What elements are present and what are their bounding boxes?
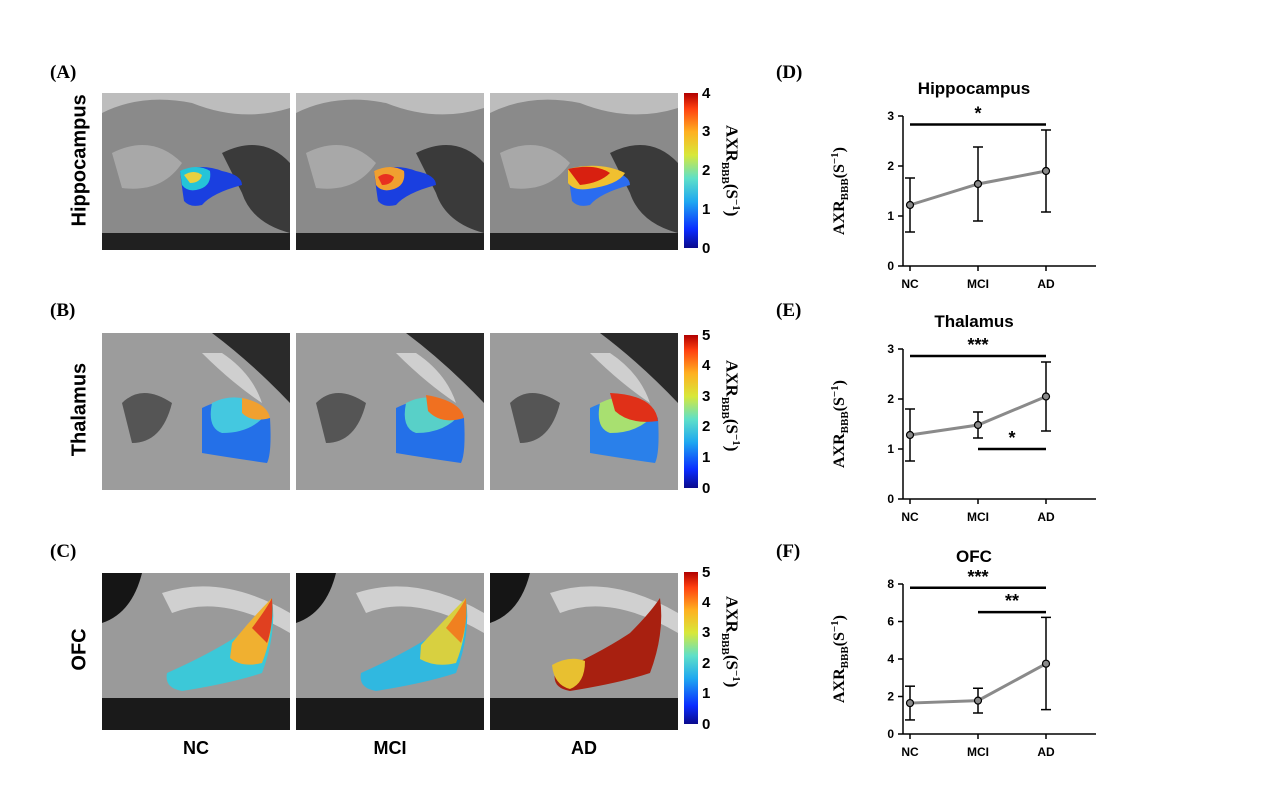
panel-letter-e: (E)	[776, 300, 802, 321]
x-tick-label: NC	[901, 277, 919, 291]
data-point	[973, 179, 983, 189]
significance-label: *	[1008, 428, 1015, 448]
colorbar-a-tick: 3	[702, 123, 711, 140]
colorbar-c-tick: 2	[702, 655, 711, 672]
x-tick-label: AD	[1037, 277, 1055, 291]
column-label-nc: NC	[183, 738, 209, 758]
y-tick-label: 1	[887, 442, 894, 456]
colorbar-b-tick: 1	[702, 449, 711, 466]
colorbar-b-tick: 2	[702, 418, 711, 435]
y-axis-label: AXRBBB(S−1)	[829, 147, 851, 235]
mri-ofc-mci	[296, 573, 484, 730]
significance-label: **	[1005, 591, 1019, 611]
significance-label: *	[974, 104, 981, 124]
x-tick-label: MCI	[967, 510, 989, 524]
data-point	[1041, 659, 1051, 668]
y-axis-label: AXRBBB(S−1)	[829, 380, 851, 468]
mri-thalamus-mci	[296, 333, 484, 490]
colorbar-label-a: AXRBBB(S−1)	[718, 125, 742, 217]
mri-hippocampus-nc	[102, 93, 290, 250]
mri-hippocampus-ad	[490, 93, 678, 250]
y-tick-label: 1	[887, 209, 894, 223]
colorbar-hippocampus	[684, 93, 698, 248]
panel-letter-d: (D)	[776, 62, 803, 83]
data-point	[1041, 166, 1051, 176]
y-tick-label: 8	[887, 577, 894, 591]
data-point	[905, 430, 915, 440]
y-tick-label: 4	[887, 652, 894, 666]
colorbar-c-tick: 1	[702, 685, 711, 702]
y-tick-label: 2	[887, 159, 894, 173]
panel-letter-a: (A)	[50, 62, 77, 83]
panel-letter-b: (B)	[50, 300, 76, 321]
colorbar-label-c: AXRBBB(S−1)	[718, 596, 742, 688]
data-point	[973, 696, 983, 705]
chart-thalamus: Thalamus 0 1 2 3 NC MCI AD AXRBBB(S−1) *** *	[810, 305, 1110, 535]
y-tick-label: 2	[887, 392, 894, 406]
data-point	[905, 200, 915, 210]
colorbar-c-tick: 5	[702, 564, 711, 581]
y-tick-label: 3	[887, 109, 894, 123]
chart-title: Hippocampus	[918, 79, 1030, 98]
mri-ofc-nc	[102, 573, 290, 730]
chart-title: Thalamus	[934, 312, 1013, 331]
x-tick-label: AD	[1037, 510, 1055, 524]
colorbar-a-tick: 0	[702, 240, 711, 257]
colorbar-b-tick: 4	[702, 357, 711, 374]
y-tick-label: 6	[887, 615, 894, 629]
chart-hippocampus-svg: Hippocampus 0 1 2 3 NC MCI AD AXRBBB(S−1) *	[829, 79, 1096, 291]
column-label-mci: MCI	[373, 738, 407, 758]
colorbar-a-tick: 4	[702, 85, 711, 102]
colorbar-b-tick: 0	[702, 480, 711, 497]
x-tick-label: AD	[1037, 745, 1055, 759]
y-tick-label: 0	[887, 727, 894, 741]
colorbar-c-tick: 3	[702, 624, 711, 641]
colorbar-label-b: AXRBBB(S−1)	[718, 360, 742, 452]
y-tick-label: 0	[887, 259, 894, 273]
colorbar-a-tick: 1	[702, 201, 711, 218]
significance-label: ***	[967, 567, 988, 587]
row-label-hippocampus: Hippocampus	[68, 94, 91, 227]
mri-ofc-ad	[490, 573, 678, 730]
panel-letter-f: (F)	[776, 541, 801, 562]
panel-letter-c: (C)	[50, 541, 77, 562]
colorbar-ofc	[684, 572, 698, 724]
y-axis-label: AXRBBB(S−1)	[829, 615, 851, 703]
data-point	[1041, 392, 1051, 401]
x-tick-label: NC	[901, 510, 919, 524]
mri-thalamus-ad	[490, 333, 678, 490]
significance-label: ***	[967, 335, 988, 355]
y-tick-label: 3	[887, 342, 894, 356]
data-point	[973, 420, 983, 430]
colorbar-c-tick: 4	[702, 594, 711, 611]
chart-hippocampus: Hippocampus 0 1 2 3 NC MCI AD AXRBBB(S−1) *	[810, 72, 1110, 302]
chart-title: OFC	[956, 547, 992, 566]
mri-thalamus-nc	[102, 333, 290, 490]
column-label-ad: AD	[571, 738, 597, 758]
x-tick-label: MCI	[967, 745, 989, 759]
mri-hippocampus-mci	[296, 93, 484, 250]
colorbar-a-tick: 2	[702, 162, 711, 179]
row-label-thalamus: Thalamus	[68, 362, 91, 457]
data-point	[905, 698, 915, 708]
colorbar-c-tick: 0	[702, 716, 711, 733]
row-label-ofc: OFC	[68, 628, 91, 671]
colorbar-b-tick: 5	[702, 327, 711, 344]
y-tick-label: 0	[887, 492, 894, 506]
colorbar-thalamus	[684, 335, 698, 488]
chart-ofc: OFC 0 2 4 6 8 NC MCI AD AXRBBB(S−1) *** **	[810, 540, 1110, 770]
x-tick-label: NC	[901, 745, 919, 759]
y-tick-label: 2	[887, 690, 894, 704]
colorbar-b-tick: 3	[702, 388, 711, 405]
x-tick-label: MCI	[967, 277, 989, 291]
